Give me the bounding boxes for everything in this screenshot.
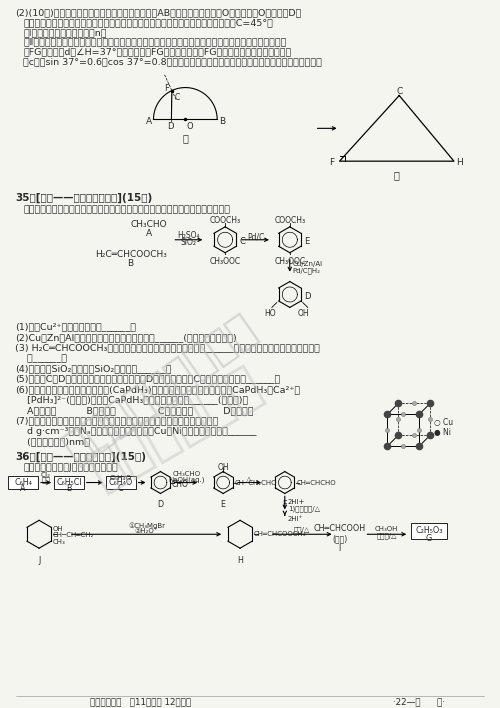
Text: 《高三答案》: 《高三答案》 (81, 358, 271, 498)
Text: 35．[化学——物质结构与性质](15分): 35．[化学——物质结构与性质](15分) (15, 193, 152, 203)
Text: (2)(10分)某半球形透明介质的截面图如图甲所示，AB为截面半圆的直径，O为球心，从O点左侧的D点: (2)(10分)某半球形透明介质的截面图如图甲所示，AB为截面半圆的直径，O为球… (15, 8, 302, 17)
Text: HO: HO (264, 309, 276, 319)
Text: (苯环): (苯环) (332, 535, 347, 543)
Text: A: A (146, 229, 152, 238)
Text: （Ⅱ）若用与半球形介质相同的材料制成一直角三棱镜放置在真空中，如图乙所示，其截面三角形的直角: （Ⅱ）若用与半球形介质相同的材料制成一直角三棱镜放置在真空中，如图乙所示，其截面… (23, 38, 286, 47)
Text: SiO₂: SiO₂ (181, 238, 197, 247)
Text: d g·cm⁻³，设Nₐ为阿伏加德罗常数的值，Cu和Ni之间的最短距离为______: d g·cm⁻³，设Nₐ为阿伏加德罗常数的值，Cu和Ni之间的最短距离为____… (15, 427, 256, 436)
Text: D: D (304, 292, 310, 300)
Text: 甲: 甲 (182, 133, 188, 143)
Text: (7)白铜是我国使用最早的合金之一，白铜晶胞结构如图所示，已知晶体密度为: (7)白铜是我国使用最早的合金之一，白铜晶胞结构如图所示，已知晶体密度为 (15, 416, 218, 426)
Text: 由芳香烃制备香料J的一种流程如下：: 由芳香烃制备香料J的一种流程如下： (23, 462, 118, 472)
FancyBboxPatch shape (54, 476, 84, 489)
Text: C: C (396, 86, 402, 96)
Text: OH: OH (218, 462, 229, 472)
Text: A．离子键          B．配位键              C．非极性键          D．金属键: A．离子键 B．配位键 C．非极性键 D．金属键 (15, 406, 254, 415)
Text: CH─CH₂CHO: CH─CH₂CHO (235, 479, 278, 486)
Text: (2)Cu、Zn、Al的第一电离能由大到小的顺序为______(填元素符号，下同): (2)Cu、Zn、Al的第一电离能由大到小的顺序为______(填元素符号，下同… (15, 333, 237, 342)
Text: H: H (237, 556, 243, 565)
Text: 微信搜《高三答案》: 微信搜《高三答案》 (56, 307, 264, 469)
Text: C: C (239, 236, 245, 246)
Text: ②H₂O⁺: ②H₂O⁺ (135, 528, 158, 535)
Text: 36．[化学——有机化学基础](15分): 36．[化学——有机化学基础](15分) (15, 452, 146, 462)
Text: (5)有机物C和D的相对分子质量相差较小，但是D的沸点明显高于C的，其主要原因是______。: (5)有机物C和D的相对分子质量相差较小，但是D的沸点明显高于C的，其主要原因是… (15, 375, 280, 384)
Text: 草酸/△: 草酸/△ (294, 526, 310, 533)
Text: NaOH(aq.): NaOH(aq.) (168, 476, 204, 483)
Text: G: G (426, 535, 432, 543)
Text: 边FG的长度为d，∠H=37°，该单色光从FG斜面的中点垂直FG入射，光在真空中的传播速度: 边FG的长度为d，∠H=37°，该单色光从FG斜面的中点垂直FG入射，光在真空中… (23, 47, 291, 57)
Text: 2HI⁺: 2HI⁺ (288, 516, 303, 523)
Text: CH═CHCOOCH₃: CH═CHCOOCH₃ (254, 531, 306, 537)
Text: 乙: 乙 (394, 170, 400, 180)
Text: OH: OH (53, 526, 64, 532)
Text: (4)区别晶体SiO₂和非晶体SiO₂的方法是______。: (4)区别晶体SiO₂和非晶体SiO₂的方法是______。 (15, 364, 172, 373)
Text: C₆H₄O: C₆H₄O (110, 474, 132, 481)
Text: CH─CH═CH₂: CH─CH═CH₂ (53, 532, 94, 538)
Text: CH₃OH: CH₃OH (375, 526, 398, 532)
Text: 射入一单色光，单色光在半球形介质上表面的入射角恰好等于其发生全反射的临界角C=45°，: 射入一单色光，单色光在半球形介质上表面的入射角恰好等于其发生全反射的临界角C=4… (23, 18, 273, 27)
Text: (6)我国科学家开发钙钯络合氢化物(CaPdH₃)来实现乙炔高选择性合成乙烯，CaPdH₃由Ca²⁺和: (6)我国科学家开发钙钯络合氢化物(CaPdH₃)来实现乙炔高选择性合成乙烯，C… (15, 385, 300, 394)
Text: (3) H₂C═CHCOOCH₃中所含元素的电负性由小到大的顺序为______，该有机物中，碳原子的杂化类型: (3) H₂C═CHCOOCH₃中所含元素的电负性由小到大的顺序为______，… (15, 343, 320, 353)
Text: 液硫酸/△: 液硫酸/△ (376, 532, 397, 539)
FancyBboxPatch shape (411, 523, 447, 539)
FancyBboxPatch shape (8, 476, 38, 489)
Text: 光照: 光照 (42, 476, 50, 483)
Text: CH₃CHO: CH₃CHO (130, 220, 167, 229)
Text: H₂C═CHCOOCH₃: H₂C═CHCOOCH₃ (94, 250, 166, 258)
Text: 2HI+: 2HI+ (288, 499, 306, 506)
Text: △: △ (246, 474, 252, 484)
Text: CHO: CHO (172, 479, 188, 489)
Text: Cl₂: Cl₂ (41, 472, 51, 478)
Text: D: D (158, 501, 164, 510)
Text: 我国科学家利用生物质合成共聚酯的单体，合成时涉及多种元素，回答下列问题：: 我国科学家利用生物质合成共聚酯的单体，合成时涉及多种元素，回答下列问题： (23, 205, 230, 214)
Text: O: O (186, 122, 193, 132)
Text: E: E (220, 501, 226, 510)
Text: E: E (304, 236, 309, 246)
Text: H: H (456, 158, 462, 167)
Text: (用计算式表示)nm。: (用计算式表示)nm。 (15, 438, 90, 446)
Text: CH₃OOC: CH₃OOC (274, 257, 306, 266)
Text: 为c，取sin 37°=0.6，cos 37°=0.8，求该单色光从进入棱镜到第一次从棱镜射出所经历的时间。: 为c，取sin 37°=0.6，cos 37°=0.8，求该单色光从进入棱镜到第… (23, 58, 322, 67)
Text: A: A (146, 118, 152, 127)
Text: C₆H₄: C₆H₄ (14, 478, 32, 486)
Text: Cu/Zn/Al: Cu/Zn/Al (293, 261, 323, 267)
Text: ● Ni: ● Ni (434, 428, 451, 438)
Text: CH═CHCOOH: CH═CHCOOH (314, 525, 366, 533)
Text: F: F (282, 501, 287, 510)
Text: COOCH₃: COOCH₃ (210, 216, 240, 225)
Text: A: A (20, 484, 26, 493)
Text: ○ Cu: ○ Cu (434, 418, 453, 428)
Text: B: B (66, 484, 71, 493)
Text: （Ⅰ）求半球形介质的折射率n；: （Ⅰ）求半球形介质的折射率n； (23, 28, 106, 37)
Text: CH═CHCHO: CH═CHCHO (297, 479, 337, 486)
Text: 是______。: 是______。 (15, 354, 67, 362)
Text: F: F (164, 84, 169, 93)
Text: Pd/C: Pd/C (247, 233, 264, 242)
Text: OH: OH (298, 309, 310, 319)
Text: CH₃CHO: CH₃CHO (172, 471, 201, 476)
Text: D: D (168, 122, 174, 132)
Text: CH₃: CH₃ (53, 539, 66, 545)
Text: 1)银氨溶液/△: 1)银氨溶液/△ (288, 506, 320, 512)
Text: C: C (175, 93, 180, 101)
Text: Pd/C，H₂: Pd/C，H₂ (293, 268, 321, 274)
Text: B: B (128, 258, 134, 268)
Text: 【高三理综合   第11页（共 12页）】: 【高三理综合 第11页（共 12页）】 (90, 697, 191, 707)
Text: C₆H₄O: C₆H₄O (108, 478, 133, 486)
Text: I: I (338, 544, 340, 553)
Text: H₂SO₄: H₂SO₄ (178, 231, 200, 240)
Text: ·22—（      ）·: ·22—（ ）· (393, 697, 445, 707)
Text: C₂H₅O₃: C₂H₅O₃ (416, 526, 443, 535)
Text: C: C (118, 484, 124, 493)
Text: [PdH₃]²⁻(富电子)构成，CaPdH₃中存在的化学键有______(填标号)。: [PdH₃]²⁻(富电子)构成，CaPdH₃中存在的化学键有______(填标号… (15, 396, 248, 404)
Text: (1)基态Cu²⁺的电子排布式为______。: (1)基态Cu²⁺的电子排布式为______。 (15, 322, 136, 331)
Text: ①CH₃MgBr: ①CH₃MgBr (128, 523, 165, 529)
Text: J: J (38, 556, 40, 565)
Text: C₆H₅Cl: C₆H₅Cl (56, 478, 82, 486)
Text: CH₃OOC: CH₃OOC (210, 257, 240, 266)
Text: F: F (330, 158, 334, 167)
Text: COOCH₃: COOCH₃ (274, 216, 306, 225)
Text: B: B (219, 118, 226, 127)
FancyBboxPatch shape (106, 476, 136, 489)
